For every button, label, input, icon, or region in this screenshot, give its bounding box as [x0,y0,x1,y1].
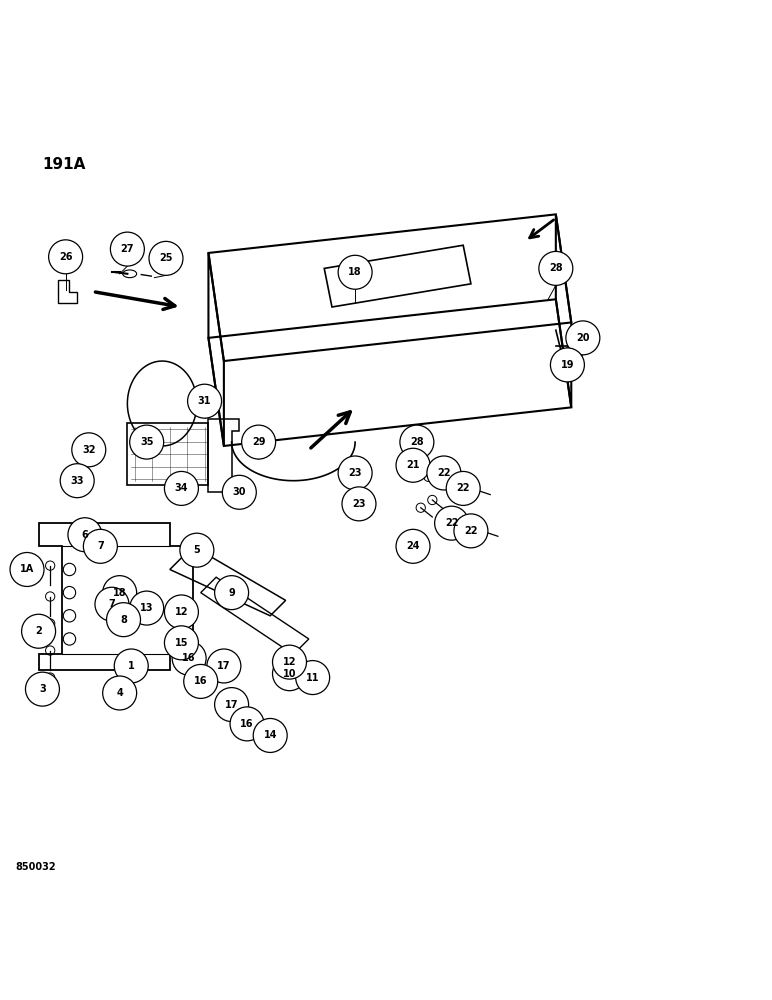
Text: 7: 7 [97,541,103,551]
Text: 16: 16 [182,653,196,663]
Circle shape [396,448,430,482]
Circle shape [164,626,198,660]
Text: 10: 10 [283,669,296,679]
Circle shape [222,475,256,509]
Text: 16: 16 [194,676,208,686]
Text: 15: 15 [174,638,188,648]
Circle shape [83,529,117,563]
Circle shape [172,641,206,675]
Circle shape [454,514,488,548]
Text: 11: 11 [306,673,320,683]
Text: 14: 14 [263,730,277,740]
Circle shape [180,533,214,567]
Circle shape [130,425,164,459]
Circle shape [446,471,480,505]
Circle shape [273,657,306,691]
Text: 22: 22 [445,518,459,528]
Text: 1A: 1A [20,564,34,574]
Circle shape [95,587,129,621]
Circle shape [230,707,264,741]
Text: 28: 28 [410,437,424,447]
Text: 12: 12 [283,657,296,667]
Text: 9: 9 [229,588,235,598]
Circle shape [164,471,198,505]
Text: 5: 5 [194,545,200,555]
Circle shape [72,433,106,467]
Text: 33: 33 [70,476,84,486]
Text: 850032: 850032 [15,862,56,872]
Circle shape [338,456,372,490]
Circle shape [273,645,306,679]
Text: 12: 12 [174,607,188,617]
Circle shape [10,552,44,586]
Circle shape [184,664,218,698]
Text: 16: 16 [240,719,254,729]
Circle shape [396,529,430,563]
Circle shape [215,576,249,610]
Circle shape [215,688,249,722]
Text: 29: 29 [252,437,266,447]
Text: 32: 32 [82,445,96,455]
Text: 13: 13 [140,603,154,613]
Text: 26: 26 [59,252,73,262]
Circle shape [114,649,148,683]
Circle shape [427,456,461,490]
Circle shape [242,425,276,459]
Circle shape [103,576,137,610]
Circle shape [207,649,241,683]
Circle shape [342,487,376,521]
Circle shape [296,661,330,695]
Text: 21: 21 [406,460,420,470]
Text: 25: 25 [159,253,173,263]
Text: 8: 8 [120,615,127,625]
Text: 23: 23 [352,499,366,509]
Circle shape [435,506,469,540]
Text: 19: 19 [560,360,574,370]
Text: 34: 34 [174,483,188,493]
Circle shape [164,595,198,629]
Text: 1: 1 [128,661,134,671]
Circle shape [60,464,94,498]
Text: 22: 22 [437,468,451,478]
Circle shape [103,676,137,710]
Text: 22: 22 [456,483,470,493]
Circle shape [49,240,83,274]
Text: 24: 24 [406,541,420,551]
Text: 18: 18 [113,588,127,598]
Text: 17: 17 [217,661,231,671]
Text: 17: 17 [225,700,239,710]
Circle shape [400,425,434,459]
Circle shape [188,384,222,418]
Circle shape [68,518,102,552]
Text: 28: 28 [549,263,563,273]
Text: 4: 4 [117,688,123,698]
Text: 18: 18 [348,267,362,277]
Text: 22: 22 [464,526,478,536]
Text: 191A: 191A [42,157,86,172]
Circle shape [22,614,56,648]
Circle shape [25,672,59,706]
Circle shape [550,348,584,382]
Text: 20: 20 [576,333,590,343]
Text: 27: 27 [120,244,134,254]
Text: 6: 6 [82,530,88,540]
Circle shape [539,251,573,285]
Text: 35: 35 [140,437,154,447]
Text: 30: 30 [232,487,246,497]
Text: 3: 3 [39,684,46,694]
Text: 23: 23 [348,468,362,478]
Circle shape [149,241,183,275]
Circle shape [110,232,144,266]
Circle shape [107,603,141,637]
Circle shape [338,255,372,289]
Circle shape [253,718,287,752]
Text: 2: 2 [36,626,42,636]
Text: 31: 31 [198,396,212,406]
Text: 7: 7 [109,599,115,609]
Circle shape [130,591,164,625]
Circle shape [566,321,600,355]
